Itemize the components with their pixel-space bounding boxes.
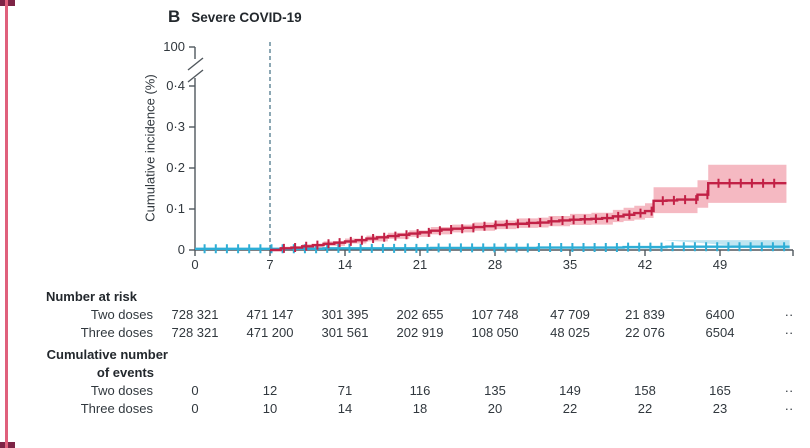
- events-two-doses-value: 135: [484, 383, 506, 398]
- y-tick-label: 0·1: [166, 201, 185, 216]
- events-three-doses-value: 10: [262, 401, 278, 416]
- events-two-doses-value: 71: [337, 383, 353, 398]
- events-three-doses-value: 22: [637, 401, 653, 416]
- events-three-doses-value: ··: [784, 401, 794, 416]
- risk-three-doses-value: 22 076: [625, 325, 665, 340]
- events-three-doses-value: 0: [191, 401, 199, 416]
- x-tick-label: 0: [191, 257, 198, 272]
- y-tick-label-100: 100: [163, 39, 185, 54]
- events-three-doses-value: 23: [712, 401, 728, 416]
- risk-three-doses-value: ··: [784, 325, 794, 340]
- two-doses-censor-marks: [282, 178, 776, 253]
- panel-title: B Severe COVID-19: [168, 7, 302, 27]
- events-three-doses-value: 20: [487, 401, 503, 416]
- x-tick-label: 7: [266, 257, 273, 272]
- events-two-doses-value: 165: [709, 383, 731, 398]
- risk-three-doses-value: 301 561: [321, 325, 369, 340]
- risk-three-doses-label: Three doses: [80, 325, 153, 340]
- y-tick-label: 0: [178, 242, 185, 257]
- axis-break-slash-2: [187, 69, 204, 83]
- risk-three-doses-value: 6504: [705, 325, 735, 340]
- risk-two-doses-value: 6400: [705, 307, 735, 322]
- risk-two-doses-value: 471 147: [246, 307, 294, 322]
- x-tick-label: 21: [413, 257, 427, 272]
- risk-two-doses-value: 107 748: [471, 307, 519, 322]
- risk-three-doses-value: 728 321: [171, 325, 219, 340]
- number-at-risk-header: Number at risk: [45, 289, 137, 304]
- panel-name: Severe COVID-19: [191, 10, 302, 25]
- risk-three-doses-value: 108 050: [471, 325, 519, 340]
- risk-three-doses-value: 471 200: [246, 325, 294, 340]
- ci-band-two-doses: [270, 164, 787, 250]
- risk-three-doses-value: 202 919: [396, 325, 444, 340]
- events-two-doses-value: ··: [784, 383, 794, 398]
- risk-two-doses-value: ··: [784, 307, 794, 322]
- events-two-doses-value: 0: [191, 383, 199, 398]
- events-three-doses-value: 18: [412, 401, 428, 416]
- risk-two-doses-value: 21 839: [625, 307, 665, 322]
- x-tick-label: 42: [638, 257, 652, 272]
- three-doses-curve: [195, 245, 790, 250]
- risk-two-doses-value: 202 655: [396, 307, 444, 322]
- events-two-doses-label: Two doses: [90, 383, 153, 398]
- x-tick-label: 28: [488, 257, 502, 272]
- risk-two-doses-value: 728 321: [171, 307, 219, 322]
- events-two-doses-value: 116: [409, 383, 431, 398]
- x-tick-label: 35: [563, 257, 577, 272]
- events-two-doses-value: 158: [634, 383, 656, 398]
- cumulative-events-header-line2: of events: [96, 365, 154, 380]
- y-tick-label: 0·2: [166, 160, 185, 175]
- frame-left-border: [5, 0, 8, 448]
- risk-two-doses-value: 301 395: [321, 307, 369, 322]
- three-doses-censor-marks: [203, 242, 786, 254]
- y-tick-label: 0·4: [166, 78, 185, 93]
- ci-band-three-doses: [663, 240, 790, 250]
- axis-break-slash-1: [187, 57, 204, 71]
- cumulative-events-header-line1: Cumulative number: [46, 347, 168, 362]
- panel-letter: B: [168, 7, 181, 26]
- risk-two-doses-value: 47 709: [550, 307, 590, 322]
- two-doses-curve: [270, 181, 787, 252]
- events-three-doses-value: 22: [562, 401, 578, 416]
- x-tick-label: 49: [713, 257, 727, 272]
- events-three-doses-label: Three doses: [80, 401, 153, 416]
- risk-three-doses-value: 48 025: [550, 325, 590, 340]
- y-tick-label: 0·3: [166, 119, 185, 134]
- events-two-doses-value: 12: [262, 383, 278, 398]
- events-three-doses-value: 14: [337, 401, 353, 416]
- x-tick-label: 14: [338, 257, 352, 272]
- events-two-doses-value: 149: [559, 383, 581, 398]
- risk-two-doses-label: Two doses: [90, 307, 153, 322]
